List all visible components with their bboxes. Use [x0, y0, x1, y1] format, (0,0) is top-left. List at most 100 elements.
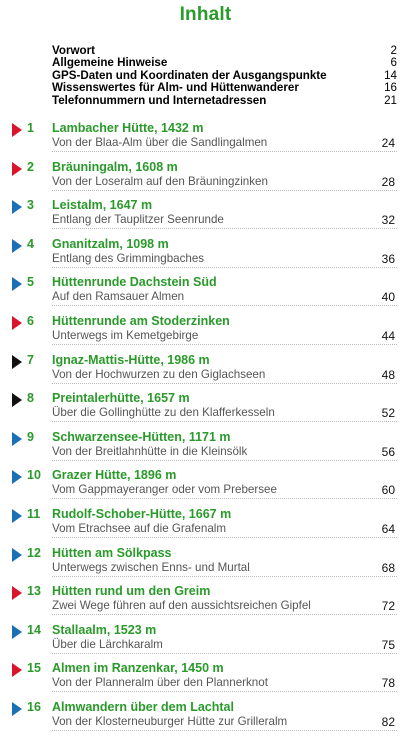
- triangle-marker-icon: [12, 508, 22, 523]
- divider: [52, 498, 397, 500]
- chapter-title: Rudolf-Schober-Hütte, 1667 m: [52, 506, 232, 521]
- chapter-title: Hüttenrunde am Stoderzinken: [52, 313, 230, 328]
- chapter-entry[interactable]: 7 Ignaz-Mattis-Hütte, 1986 m Von der Hochw…: [0, 353, 411, 392]
- chapter-page: 82: [381, 714, 395, 729]
- divider: [52, 536, 397, 538]
- chapter-number: 12: [27, 545, 41, 560]
- chapter-title: Schwarzensee-Hütten, 1171 m: [52, 429, 231, 444]
- divider: [52, 575, 397, 577]
- divider: [52, 459, 397, 461]
- front-matter-label: Wissenswertes für Alm- und Hüttenwandere…: [52, 81, 299, 95]
- chapter-number: 5: [27, 275, 34, 290]
- chapter-entry[interactable]: 9 Schwarzensee-Hütten, 1171 m Von der Brei…: [0, 430, 411, 469]
- chapter-entry[interactable]: 4 Gnanitzalm, 1098 m Entlang des Grimmingb…: [0, 237, 411, 276]
- triangle-marker-icon: [12, 547, 22, 562]
- chapter-number: 6: [27, 313, 34, 328]
- front-matter-label: Telefonnummern und Internetadressen: [52, 93, 267, 107]
- divider: [52, 343, 397, 345]
- chapter-page: 24: [381, 136, 395, 150]
- chapter-entry[interactable]: 10 Grazer Hütte, 1896 m Vom Gappmayeranger…: [0, 468, 411, 507]
- chapter-entry[interactable]: 6 Hüttenrunde am Stoderzinken Unterwegs im…: [0, 314, 411, 353]
- chapter-subtitle: Zwei Wege führen auf den aussichtsreiche…: [52, 599, 311, 613]
- triangle-marker-icon: [12, 393, 22, 408]
- front-matter-item[interactable]: GPS-Daten und Koordinaten der Ausgangspu…: [52, 68, 397, 82]
- chapter-page: 56: [381, 444, 395, 459]
- chapter-page: 52: [381, 406, 395, 421]
- chapter-title: Leistalm, 1647 m: [52, 198, 153, 213]
- triangle-marker-icon: [12, 315, 22, 330]
- chapter-entry[interactable]: 1 Lambacher Hütte, 1432 m Von der Blaa-Alm…: [0, 121, 411, 160]
- chapter-page: 72: [381, 599, 395, 614]
- divider: [52, 266, 397, 268]
- chapter-subtitle: Von der Loseralm auf den Bräuningzinken: [52, 174, 268, 188]
- chapter-entry[interactable]: 3 Leistalm, 1647 m Entlang der Tauplitzer …: [0, 198, 411, 237]
- chapter-title: Ignaz-Mattis-Hütte, 1986 m: [52, 352, 210, 367]
- chapter-number: 16: [27, 699, 41, 714]
- chapter-number: 9: [27, 429, 34, 444]
- chapter-subtitle: Vom Etrachsee auf die Grafenalm: [52, 521, 226, 535]
- divider: [52, 729, 397, 731]
- front-matter-label: GPS-Daten und Koordinaten der Ausgangspu…: [52, 68, 327, 82]
- chapter-subtitle: Von der Klosterneuburger Hütte zur Grill…: [52, 714, 288, 728]
- triangle-marker-icon: [12, 470, 22, 485]
- front-matter-page: 6: [390, 56, 397, 70]
- chapter-entry[interactable]: 14 Stallaalm, 1523 m Über die Lärchkaralm 7…: [0, 623, 411, 662]
- chapter-title: Hütten am Sölkpass: [52, 545, 172, 560]
- chapter-entry[interactable]: 5 Hüttenrunde Dachstein Süd Auf den Ramsau…: [0, 275, 411, 314]
- front-matter-page: 2: [390, 44, 397, 57]
- chapter-number: 7: [27, 352, 34, 367]
- chapter-subtitle: Über die Lärchkaralm: [52, 637, 163, 651]
- triangle-marker-icon: [12, 238, 22, 253]
- front-matter-label: Vorwort: [52, 44, 95, 57]
- chapter-title: Almwandern über dem Lachtal: [52, 699, 234, 714]
- chapter-page: 75: [381, 637, 395, 652]
- chapter-entry[interactable]: 16 Almwandern über dem Lachtal Von der Klo…: [0, 700, 411, 739]
- chapter-number: 2: [27, 159, 34, 174]
- chapter-page: 40: [381, 290, 395, 305]
- divider: [52, 691, 397, 693]
- chapter-entry[interactable]: 11 Rudolf-Schober-Hütte, 1667 m Vom Etrach…: [0, 507, 411, 546]
- chapter-entry[interactable]: 12 Hütten am Sölkpass Unterwegs zwischen E…: [0, 546, 411, 585]
- triangle-marker-icon: [12, 586, 22, 601]
- chapter-page: 32: [381, 213, 395, 228]
- chapter-page: 36: [381, 251, 395, 266]
- chapter-title: Preintalerhütte, 1657 m: [52, 391, 190, 406]
- triangle-marker-icon: [12, 200, 22, 215]
- divider: [52, 382, 397, 384]
- chapter-subtitle: Vom Gappmayeranger oder vom Prebersee: [52, 483, 277, 497]
- chapter-subtitle: Von der Blaa-Alm über die Sandlingalmen: [52, 136, 268, 149]
- front-matter-item[interactable]: Allgemeine Hinweise 6: [52, 56, 397, 70]
- chapter-page: 60: [381, 483, 395, 498]
- front-matter-label: Allgemeine Hinweise: [52, 56, 168, 70]
- chapter-page: 68: [381, 560, 395, 575]
- front-matter-list: Vorwort 2 Allgemeine Hinweise 6 GPS-Date…: [52, 44, 397, 107]
- chapter-entry[interactable]: 15 Almen im Ranzenkar, 1450 m Von der Plan…: [0, 661, 411, 700]
- divider: [52, 228, 397, 230]
- chapter-subtitle: Unterwegs zwischen Enns- und Murtal: [52, 560, 250, 574]
- chapter-title: Stallaalm, 1523 m: [52, 622, 157, 637]
- chapter-title: Lambacher Hütte, 1432 m: [52, 121, 204, 135]
- chapter-entry[interactable]: 13 Hütten rund um den Greim Zwei Wege führ…: [0, 584, 411, 623]
- front-matter-item[interactable]: Wissenswertes für Alm- und Hüttenwandere…: [52, 81, 397, 95]
- divider: [52, 421, 397, 423]
- chapter-title: Bräuningalm, 1608 m: [52, 159, 178, 174]
- chapter-subtitle: Entlang der Tauplitzer Seenrunde: [52, 213, 224, 227]
- chapter-subtitle: Auf den Ramsauer Almen: [52, 290, 185, 304]
- front-matter-item[interactable]: Telefonnummern und Internetadressen 21: [52, 93, 397, 107]
- chapter-number: 14: [27, 622, 41, 637]
- chapter-number: 8: [27, 391, 34, 406]
- chapter-title: Grazer Hütte, 1896 m: [52, 468, 177, 483]
- front-matter-page: 16: [384, 81, 397, 95]
- chapter-entry[interactable]: 8 Preintalerhütte, 1657 m Über die Golling…: [0, 391, 411, 430]
- chapter-number: 4: [27, 236, 34, 251]
- divider: [52, 305, 397, 307]
- chapter-list: 1 Lambacher Hütte, 1432 m Von der Blaa-Alm…: [0, 121, 411, 739]
- chapter-number: 13: [27, 584, 41, 599]
- chapter-subtitle: Von der Breitlahnhütte in die Kleinsölk: [52, 444, 248, 458]
- front-matter-item[interactable]: Vorwort 2: [52, 44, 397, 57]
- chapter-page: 28: [381, 174, 395, 189]
- chapter-subtitle: Von der Planneralm über den Plannerknot: [52, 676, 268, 690]
- chapter-number: 3: [27, 198, 34, 213]
- triangle-marker-icon: [12, 123, 22, 137]
- chapter-entry[interactable]: 2 Bräuningalm, 1608 m Von der Loseralm auf…: [0, 160, 411, 199]
